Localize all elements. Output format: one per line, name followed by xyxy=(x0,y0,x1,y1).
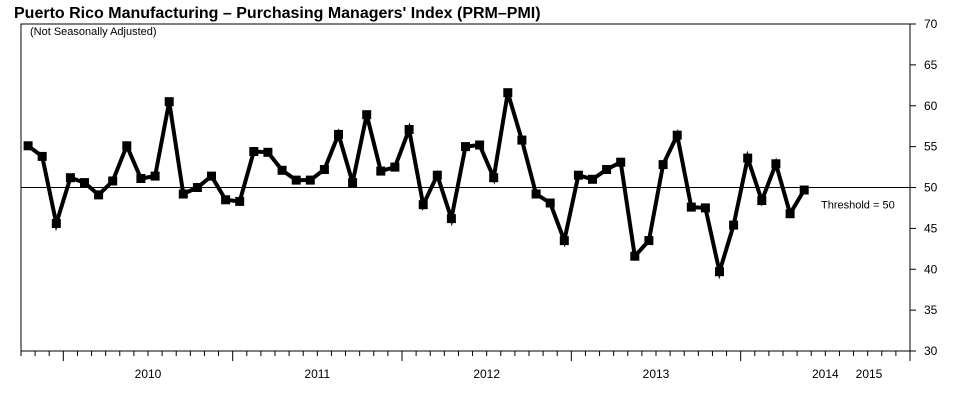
x-tick-label: 2013 xyxy=(643,367,670,381)
y-tick-label: 70 xyxy=(924,17,938,31)
y-axis: 30 35 40 45 50 55 60 65 70 xyxy=(910,17,938,358)
data-point xyxy=(150,171,160,181)
data-point xyxy=(178,189,188,199)
data-point xyxy=(207,171,216,181)
data-point xyxy=(37,151,47,161)
data-point xyxy=(545,198,555,208)
data-point xyxy=(404,125,414,134)
data-point xyxy=(559,236,569,246)
data-point xyxy=(80,178,89,188)
data-point xyxy=(715,267,724,277)
chart-subtitle: (Not Seasonally Adjusted) xyxy=(30,26,157,38)
y-tick-label: 60 xyxy=(924,99,938,113)
data-point xyxy=(249,147,259,156)
data-point xyxy=(475,140,485,150)
data-point xyxy=(729,220,739,230)
x-tick-label: 2011 xyxy=(304,367,330,381)
data-point xyxy=(390,162,400,172)
data-point xyxy=(616,157,626,167)
threshold-label: Threshold = 50 xyxy=(821,200,895,212)
y-tick-label: 30 xyxy=(924,344,938,358)
data-point xyxy=(489,173,499,183)
x-tick-label: 2014 xyxy=(812,367,839,381)
data-point xyxy=(757,196,767,206)
x-tick-label: 2012 xyxy=(473,367,500,381)
data-point xyxy=(644,236,654,246)
data-point xyxy=(686,202,696,212)
data-point xyxy=(221,195,231,205)
data-point xyxy=(108,176,118,186)
data-point xyxy=(94,190,104,200)
data-point xyxy=(531,189,541,199)
data-point xyxy=(65,173,75,183)
x-tick-label: 2015 xyxy=(856,367,883,381)
data-point xyxy=(573,170,583,180)
data-point xyxy=(700,203,710,213)
data-point xyxy=(785,209,795,219)
data-point xyxy=(164,97,174,107)
data-point xyxy=(362,110,372,120)
data-point xyxy=(263,147,273,157)
data-point xyxy=(348,178,358,188)
data-point xyxy=(23,141,33,151)
data-point xyxy=(334,129,343,139)
series-group xyxy=(23,88,809,280)
y-tick-label: 45 xyxy=(924,221,938,235)
y-tick-label: 50 xyxy=(924,181,938,195)
data-point xyxy=(235,196,245,206)
data-point xyxy=(51,219,61,228)
y-tick-label: 55 xyxy=(924,140,938,154)
data-point xyxy=(136,174,146,183)
data-point xyxy=(446,214,456,224)
data-point xyxy=(672,130,682,140)
series-line xyxy=(26,92,806,280)
data-point xyxy=(305,175,315,185)
data-point xyxy=(743,153,753,163)
y-tick-label: 65 xyxy=(924,58,938,72)
data-point xyxy=(503,88,513,98)
data-point xyxy=(192,183,202,192)
data-point xyxy=(630,251,640,261)
data-point xyxy=(771,159,781,169)
chart-title: Puerto Rico Manufacturing – Purchasing M… xyxy=(14,5,541,22)
data-point xyxy=(291,175,301,185)
data-point xyxy=(122,141,132,151)
data-point xyxy=(277,165,287,175)
data-point xyxy=(799,185,809,195)
data-point xyxy=(517,135,527,145)
x-tick-label: 2010 xyxy=(135,367,162,381)
data-point xyxy=(588,174,597,184)
threshold-group: Threshold = 50 xyxy=(21,187,910,212)
y-tick-label: 40 xyxy=(924,262,938,276)
x-axis: 2010 2011 2012 2013 2014 2015 xyxy=(20,351,911,381)
data-point xyxy=(602,165,612,174)
data-point xyxy=(376,166,386,176)
data-point xyxy=(432,170,442,180)
data-point xyxy=(418,200,428,210)
data-point xyxy=(319,165,329,174)
y-tick-label: 35 xyxy=(924,303,938,317)
data-point xyxy=(658,160,668,170)
data-point xyxy=(461,142,470,152)
